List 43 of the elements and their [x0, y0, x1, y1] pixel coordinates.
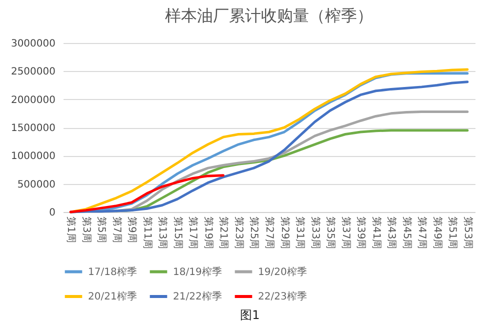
x-tick-label: 第37周 [340, 216, 352, 250]
x-tick-label: 第33周 [309, 216, 322, 250]
x-tick-label: 第51周 [446, 216, 459, 250]
legend-label: 21/22榨季 [173, 290, 222, 302]
x-tick-label: 第5周 [96, 216, 108, 243]
x-tick-label: 第29周 [278, 216, 291, 250]
x-tick-label: 第43周 [386, 216, 398, 250]
x-tick-label: 第25周 [248, 216, 260, 250]
y-tick-label: 1500000 [10, 123, 56, 134]
x-tick-label: 第39周 [355, 216, 368, 250]
x-tick-label: 第17周 [187, 216, 200, 250]
x-tick-label: 第23周 [232, 216, 245, 250]
x-tick-label: 第21周 [218, 216, 230, 250]
y-tick-label: 3000000 [10, 38, 56, 50]
y-tick-label: 1000000 [10, 151, 56, 162]
x-tick-label: 第27周 [264, 216, 276, 250]
x-tick-label: 第11周 [141, 216, 154, 250]
y-tick-label: 0 [49, 208, 56, 218]
legend-label: 18/19榨季 [173, 266, 222, 278]
x-tick-label: 第7周 [110, 216, 123, 243]
y-tick-label: 2000000 [10, 94, 56, 106]
x-tick-label: 第41周 [370, 216, 382, 250]
x-tick-label: 第49周 [431, 216, 444, 250]
x-tick-label: 第45周 [400, 216, 413, 250]
chart-title: 样本油厂累计收购量（榨季） [165, 6, 373, 25]
y-tick-label: 500000 [17, 179, 56, 190]
x-tick-label: 第19周 [202, 216, 214, 250]
y-tick-label: 2500000 [10, 66, 56, 78]
x-tick-label: 第35周 [324, 216, 337, 250]
x-tick-label: 第31周 [294, 216, 306, 250]
legend-label: 22/23榨季 [258, 290, 307, 302]
x-tick-label: 第1周 [65, 216, 78, 243]
x-tick-label: 第3周 [80, 216, 92, 243]
x-tick-label: 第15周 [172, 216, 184, 250]
x-tick-label: 第53周 [462, 216, 474, 250]
legend-label: 19/20榨季 [258, 266, 307, 278]
x-tick-label: 第9周 [126, 216, 138, 243]
x-tick-label: 第47周 [416, 216, 428, 250]
line-series [69, 174, 224, 214]
legend-label: 20/21榨季 [88, 290, 137, 302]
legend-label: 17/18榨季 [88, 266, 137, 278]
caption: 图1 [239, 307, 261, 324]
x-tick-label: 第13周 [156, 216, 169, 250]
